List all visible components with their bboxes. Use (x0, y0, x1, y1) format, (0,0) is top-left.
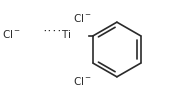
Text: Cl$^-$: Cl$^-$ (73, 12, 91, 24)
Text: Cl$^-$: Cl$^-$ (73, 75, 91, 87)
Text: Cl$^-$: Cl$^-$ (2, 28, 21, 40)
Text: $^{\boldsymbol{\cdot\cdot\cdot\cdot}}$Ti: $^{\boldsymbol{\cdot\cdot\cdot\cdot}}$Ti (43, 28, 72, 40)
